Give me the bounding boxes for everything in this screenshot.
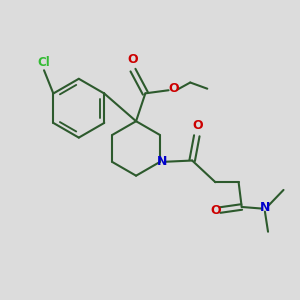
Text: O: O	[168, 82, 178, 95]
Text: O: O	[127, 53, 138, 66]
Text: N: N	[260, 201, 270, 214]
Text: Cl: Cl	[37, 56, 50, 69]
Text: N: N	[157, 155, 168, 168]
Text: O: O	[192, 119, 203, 132]
Text: O: O	[211, 205, 221, 218]
